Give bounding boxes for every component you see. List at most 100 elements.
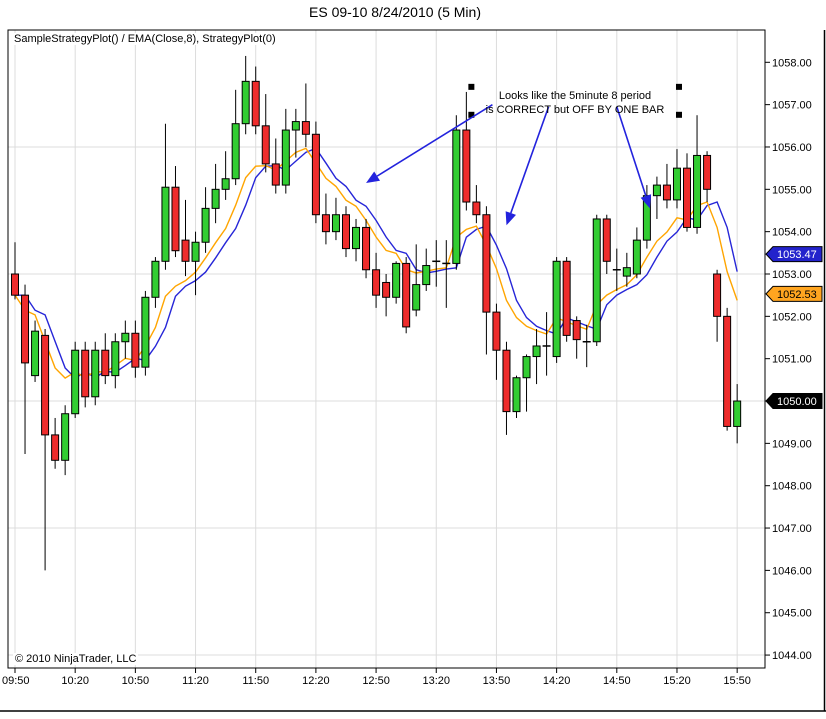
candle-up — [733, 400, 742, 427]
candle-down — [21, 294, 30, 364]
price-axis-label: 1057.00 — [772, 100, 812, 112]
candle-down — [572, 320, 581, 341]
price-tag-value: 1052.53 — [777, 289, 817, 301]
time-axis-label: 12:50 — [362, 675, 390, 687]
strategy-square-marker — [468, 83, 475, 90]
candle-up — [512, 377, 521, 413]
chart-border — [7, 29, 766, 669]
candle-down — [171, 186, 180, 252]
annotation-text: Looks like the 5minute 8 period is CORRE… — [484, 89, 666, 117]
price-axis-label: 1048.00 — [772, 481, 812, 493]
candle-up — [642, 195, 651, 241]
candle-down — [382, 281, 391, 298]
time-axis-label: 14:50 — [603, 675, 631, 687]
price-tag-black — [765, 393, 823, 410]
candle-up — [121, 332, 130, 343]
candle-up — [61, 413, 70, 461]
candle-up — [151, 260, 160, 298]
candle-up — [201, 207, 210, 243]
price-tag-value: 1050.00 — [777, 396, 817, 408]
candle-up — [291, 121, 300, 131]
candle-up — [221, 178, 230, 190]
price-axis-label: 1047.00 — [772, 523, 812, 535]
candle-up — [592, 218, 601, 343]
time-axis-label: 13:50 — [483, 675, 511, 687]
candle-down — [713, 273, 722, 317]
candle-down — [502, 349, 511, 413]
candle-down — [101, 349, 110, 377]
candle-down — [602, 218, 611, 262]
candle-down — [723, 315, 732, 427]
price-axis-label: 1045.00 — [772, 608, 812, 620]
candle-down — [51, 434, 60, 461]
candle-down — [462, 129, 471, 203]
candle-down — [703, 154, 712, 190]
annotation-arrow-head — [505, 211, 517, 226]
price-axis-label: 1054.00 — [772, 227, 812, 239]
candle-up — [452, 129, 461, 264]
price-axis-label: 1049.00 — [772, 438, 812, 450]
time-axis-label: 14:20 — [543, 675, 571, 687]
candle-down — [321, 214, 330, 233]
price-axis-label: 1056.00 — [772, 142, 812, 154]
candle-up — [652, 184, 661, 197]
candle-down — [41, 334, 50, 436]
price-axis-label: 1051.00 — [772, 354, 812, 366]
candle-down — [362, 226, 371, 271]
price-axis-label: 1044.00 — [772, 650, 812, 662]
strategy-square-marker — [675, 83, 682, 90]
time-axis-label: 15:50 — [723, 675, 751, 687]
candle-up — [141, 296, 150, 368]
candle-down — [492, 311, 501, 351]
candle-up — [522, 356, 531, 379]
price-axis-label: 1055.00 — [772, 184, 812, 196]
price-axis-label: 1053.00 — [772, 269, 812, 281]
annotation-line-2: is CORRECT but OFF BY ONE BAR — [485, 104, 665, 116]
candle-down — [261, 125, 270, 165]
candle-down — [341, 214, 350, 250]
time-axis-label: 11:50 — [242, 675, 269, 687]
chart-title: ES 09-10 8/24/2010 (5 Min) — [309, 4, 481, 20]
price-axis-label: 1052.00 — [772, 311, 812, 323]
candle-up — [331, 214, 340, 233]
annotation-arrow-shaft — [376, 103, 493, 177]
indicator-label: SampleStrategyPlot() / EMA(Close,8), Str… — [12, 33, 278, 45]
candle-up — [191, 241, 200, 262]
candle-down — [402, 262, 411, 328]
time-axis-label: 12:20 — [302, 675, 330, 687]
strategy-square-marker — [675, 111, 682, 118]
time-axis-label: 10:20 — [61, 675, 89, 687]
time-axis-label: 11:20 — [182, 675, 209, 687]
candle-down — [271, 163, 280, 186]
candle-down — [251, 80, 260, 127]
annotation-line-1: Looks like the 5minute 8 period — [498, 90, 652, 102]
candle-up — [392, 262, 401, 298]
candle-up — [412, 284, 421, 311]
annotation-arrow-head — [640, 194, 652, 209]
candle-down — [662, 184, 671, 201]
candle-down — [562, 260, 571, 336]
time-axis-label: 13:20 — [422, 675, 450, 687]
price-axis-label: 1058.00 — [772, 57, 812, 69]
candle-up — [672, 167, 681, 201]
time-axis-label: 15:20 — [663, 675, 691, 687]
price-tag-orange — [765, 285, 823, 302]
candle-up — [31, 330, 40, 377]
candle-up — [111, 341, 120, 377]
strategy-square-marker — [468, 111, 475, 118]
candle-down — [683, 167, 692, 228]
copyright-label: © 2010 NinjaTrader, LLC — [13, 653, 139, 665]
candle-down — [472, 201, 481, 216]
candle-up — [622, 267, 631, 277]
candle-down — [311, 133, 320, 216]
candle-up — [552, 260, 561, 358]
candle-up — [161, 186, 170, 262]
annotation-arrow-shaft — [510, 106, 550, 214]
candle-up — [422, 265, 431, 286]
candle-down — [482, 214, 491, 313]
price-axis-label: 1046.00 — [772, 565, 812, 577]
candle-up — [352, 226, 361, 250]
annotation-arrow-head — [366, 171, 380, 183]
candle-up — [71, 349, 80, 415]
